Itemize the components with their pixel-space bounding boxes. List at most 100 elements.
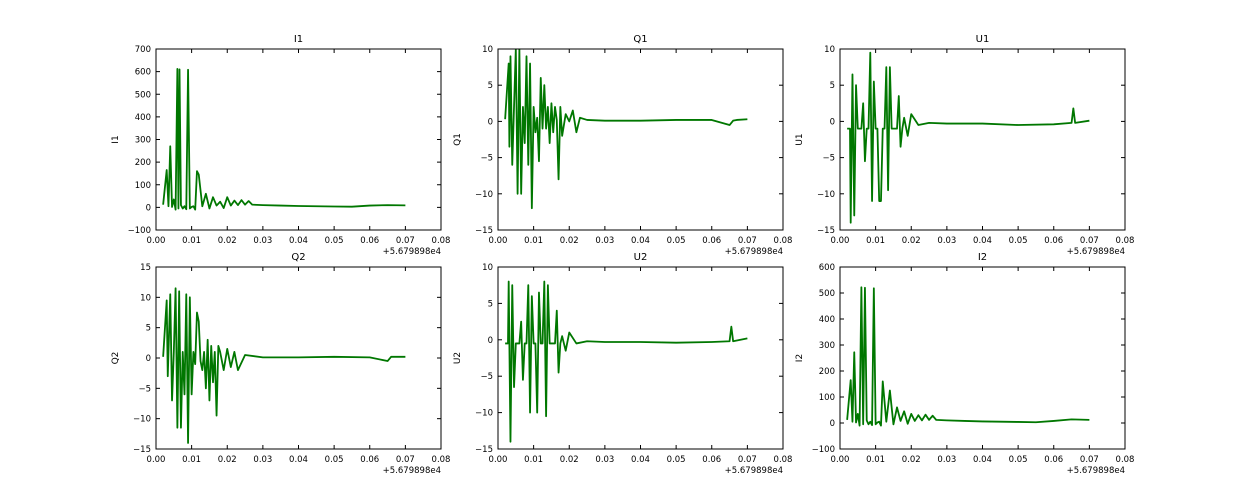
- subplot-title: Q2: [291, 252, 305, 263]
- x-tick-label: 0.05: [667, 236, 686, 246]
- subplot-title: Q1: [633, 34, 647, 45]
- x-offset-label: +5.679898e4: [725, 247, 783, 257]
- x-tick-label: 0.05: [1009, 236, 1028, 246]
- y-tick-label: 5: [488, 299, 493, 309]
- y-tick-label: −5: [822, 154, 835, 164]
- y-axis-label: I1: [111, 135, 121, 143]
- y-tick-label: 200: [819, 367, 835, 377]
- x-tick-label: 0.06: [1044, 236, 1063, 246]
- x-tick-label: 0.07: [396, 455, 415, 465]
- series-line: [162, 287, 406, 444]
- x-tick-label: 0.06: [360, 236, 379, 246]
- y-tick-label: 600: [819, 263, 835, 273]
- y-tick-label: 0: [830, 117, 835, 127]
- axes-frame: [155, 48, 442, 231]
- x-tick-label: 0.03: [937, 455, 956, 465]
- x-tick-label: 0.01: [524, 455, 543, 465]
- x-tick-label: 0.08: [432, 236, 451, 246]
- subplot-i1: 0.00 0.01 0.02 0.03 0.04 0.05 0.06 0.07 0.08 −100…: [111, 34, 450, 257]
- subplot-q2: 0.00 0.01 0.02 0.03 0.04 0.05 0.06 0.07 0.08 −15 −…: [111, 252, 450, 476]
- series-line: [162, 68, 406, 211]
- x-tick-label: 0.04: [973, 455, 992, 465]
- x-tick-label: 0.04: [289, 236, 308, 246]
- x-tick-label: 0.03: [595, 236, 614, 246]
- y-tick-label: 100: [135, 181, 151, 191]
- x-tick-label: 0.07: [1080, 455, 1099, 465]
- y-tick-label: −10: [817, 190, 835, 200]
- y-tick-label: 15: [140, 263, 151, 273]
- y-tick-label: 0: [146, 354, 151, 364]
- x-tick-label: 0.03: [937, 236, 956, 246]
- x-tick-label: 0.02: [560, 236, 579, 246]
- x-tick-label: 0.01: [524, 236, 543, 246]
- y-tick-label: −15: [133, 445, 151, 455]
- x-tick-label: 0.04: [631, 236, 650, 246]
- x-tick-label: 0.00: [147, 455, 166, 465]
- series-line: [847, 51, 1090, 224]
- x-tick-label: 0.04: [631, 455, 650, 465]
- series-line: [504, 49, 748, 210]
- x-tick-label: 0.08: [432, 455, 451, 465]
- subplot-title: I1: [294, 34, 303, 45]
- subplot-u1: 0.00 0.01 0.02 0.03 0.04 0.05 0.06 0.07 0.08 −15 −…: [795, 34, 1134, 257]
- x-tick-label: 0.01: [182, 455, 201, 465]
- y-tick-label: −5: [480, 154, 493, 164]
- y-tick-label: −15: [817, 226, 835, 236]
- x-tick-label: 0.00: [489, 455, 508, 465]
- x-offset-label: +5.679898e4: [1067, 466, 1125, 476]
- x-tick-label: 0.02: [218, 236, 237, 246]
- y-axis-label: I2: [795, 354, 805, 362]
- x-tick-label: 0.00: [831, 455, 850, 465]
- y-tick-label: 10: [824, 45, 835, 55]
- y-tick-label: −10: [475, 190, 493, 200]
- y-tick-label: −10: [133, 415, 151, 425]
- x-tick-label: 0.00: [489, 236, 508, 246]
- x-tick-label: 0.01: [866, 455, 885, 465]
- x-offset-label: +5.679898e4: [1067, 247, 1125, 257]
- y-axis-label: Q1: [453, 133, 463, 146]
- axes-frame: [497, 266, 784, 450]
- subplot-i2: 0.00 0.01 0.02 0.03 0.04 0.05 0.06 0.07 0.08 −100…: [795, 252, 1134, 476]
- x-tick-label: 0.08: [1116, 455, 1135, 465]
- y-tick-label: 200: [135, 158, 151, 168]
- y-tick-label: 700: [135, 45, 151, 55]
- y-tick-label: 100: [819, 393, 835, 403]
- x-tick-label: 0.05: [1009, 455, 1028, 465]
- y-tick-label: −5: [138, 384, 151, 394]
- x-tick-label: 0.02: [902, 236, 921, 246]
- y-tick-label: −10: [475, 409, 493, 419]
- x-tick-label: 0.08: [774, 455, 793, 465]
- x-tick-label: 0.05: [325, 236, 344, 246]
- y-axis-label: U2: [453, 352, 463, 364]
- y-tick-label: 500: [135, 90, 151, 100]
- y-tick-label: 10: [140, 293, 151, 303]
- x-tick-label: 0.07: [396, 236, 415, 246]
- y-tick-label: 10: [482, 45, 493, 55]
- x-tick-label: 0.01: [866, 236, 885, 246]
- x-tick-label: 0.02: [902, 455, 921, 465]
- y-tick-label: 600: [135, 68, 151, 78]
- x-tick-label: 0.08: [1116, 236, 1135, 246]
- subplot-q1: 0.00 0.01 0.02 0.03 0.04 0.05 0.06 0.07 0.08 −15 −…: [453, 34, 792, 257]
- x-tick-label: 0.01: [182, 236, 201, 246]
- subplot-title: I2: [978, 252, 987, 263]
- y-tick-label: 300: [135, 136, 151, 146]
- y-tick-label: −15: [475, 226, 493, 236]
- y-axis-label: Q2: [111, 352, 121, 365]
- axes-frame: [497, 48, 784, 231]
- subplot-title: U2: [634, 252, 648, 263]
- x-tick-label: 0.03: [253, 236, 272, 246]
- x-tick-label: 0.05: [667, 455, 686, 465]
- subplot-title: U1: [976, 34, 990, 45]
- y-tick-label: 500: [819, 289, 835, 299]
- subplot-u2: 0.00 0.01 0.02 0.03 0.04 0.05 0.06 0.07 0.08 −15 −…: [453, 252, 792, 476]
- y-tick-label: 0: [146, 203, 151, 213]
- x-tick-label: 0.00: [831, 236, 850, 246]
- y-tick-label: 5: [146, 324, 151, 334]
- x-tick-label: 0.03: [595, 455, 614, 465]
- x-tick-label: 0.07: [1080, 236, 1099, 246]
- y-tick-label: 5: [830, 81, 835, 91]
- x-tick-label: 0.00: [147, 236, 166, 246]
- x-tick-label: 0.06: [702, 455, 721, 465]
- y-tick-label: −5: [480, 372, 493, 382]
